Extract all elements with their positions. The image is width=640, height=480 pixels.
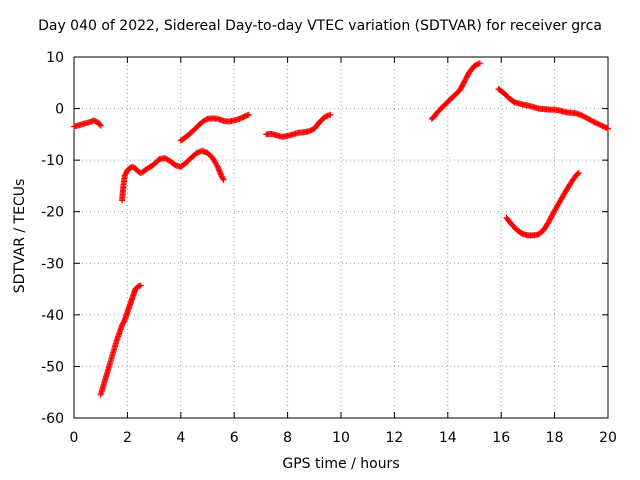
y-tick-label: 0 — [55, 102, 64, 118]
y-tick-label: -40 — [41, 308, 64, 324]
data-point — [327, 111, 334, 118]
x-tick-label: 12 — [385, 430, 403, 446]
y-axis: -60 -50 -40 -30 -20 -10 0 10 — [41, 50, 608, 427]
chart-title: Day 040 of 2022, Sidereal Day-to-day VTE… — [38, 18, 602, 34]
y-tick-label: -30 — [41, 256, 64, 272]
data-point — [472, 62, 479, 69]
data-point — [97, 122, 104, 129]
data-segment — [495, 85, 611, 132]
data-point — [580, 113, 587, 120]
data-point — [592, 119, 599, 126]
x-tick-label: 18 — [546, 430, 564, 446]
data-segment — [503, 170, 582, 239]
data-point — [600, 123, 607, 130]
data-point — [574, 170, 581, 177]
data-segment — [119, 147, 227, 204]
data-point — [219, 175, 226, 182]
x-tick-label: 14 — [439, 430, 457, 446]
data-segment — [263, 111, 334, 140]
y-tick-label: 10 — [46, 50, 64, 66]
x-tick-label: 16 — [492, 430, 510, 446]
data-point — [245, 111, 252, 118]
data-point — [591, 119, 598, 126]
data-point — [214, 163, 221, 170]
data-segment — [71, 117, 104, 130]
data-point — [602, 124, 609, 131]
data-point — [578, 112, 585, 119]
x-tick-label: 10 — [332, 430, 350, 446]
data-segment — [97, 282, 144, 398]
data-point — [240, 113, 247, 120]
data-point — [239, 114, 246, 121]
y-tick-label: -50 — [41, 359, 64, 375]
data-point — [92, 118, 99, 125]
data-point — [476, 60, 483, 67]
x-tick-label: 8 — [283, 430, 292, 446]
data-point — [596, 121, 603, 128]
x-tick-label: 6 — [230, 430, 239, 446]
data-point — [595, 121, 602, 128]
data-point — [594, 120, 601, 127]
data-point — [598, 122, 605, 129]
data-point — [575, 170, 582, 177]
data-point — [599, 123, 606, 130]
data-point — [91, 117, 98, 124]
data-point — [220, 176, 227, 183]
data-point — [588, 117, 595, 124]
data-point — [305, 128, 312, 135]
data-point — [605, 125, 611, 132]
data-point — [237, 115, 244, 122]
x-tick-label: 4 — [176, 430, 185, 446]
x-tick-label: 20 — [599, 430, 617, 446]
data-point — [96, 121, 103, 128]
data-point — [137, 282, 144, 289]
x-tick-label: 0 — [70, 430, 79, 446]
x-axis-label: GPS time / hours — [282, 456, 400, 472]
data-series — [71, 60, 611, 398]
data-point — [308, 126, 315, 133]
data-point — [474, 61, 481, 68]
data-point — [236, 115, 243, 122]
y-tick-label: -10 — [41, 153, 64, 169]
data-point — [475, 60, 482, 67]
y-tick-label: -60 — [41, 411, 64, 427]
data-point — [203, 116, 210, 123]
data-point — [307, 127, 314, 134]
data-point — [603, 125, 610, 132]
data-point — [471, 62, 478, 69]
data-point — [590, 118, 597, 125]
y-tick-label: -20 — [41, 205, 64, 221]
data-segment — [428, 60, 483, 122]
x-axis: 0 2 4 6 8 10 12 14 16 18 20 — [70, 57, 617, 446]
x-tick-label: 2 — [123, 430, 132, 446]
data-segment — [177, 111, 252, 144]
data-point — [579, 112, 586, 119]
